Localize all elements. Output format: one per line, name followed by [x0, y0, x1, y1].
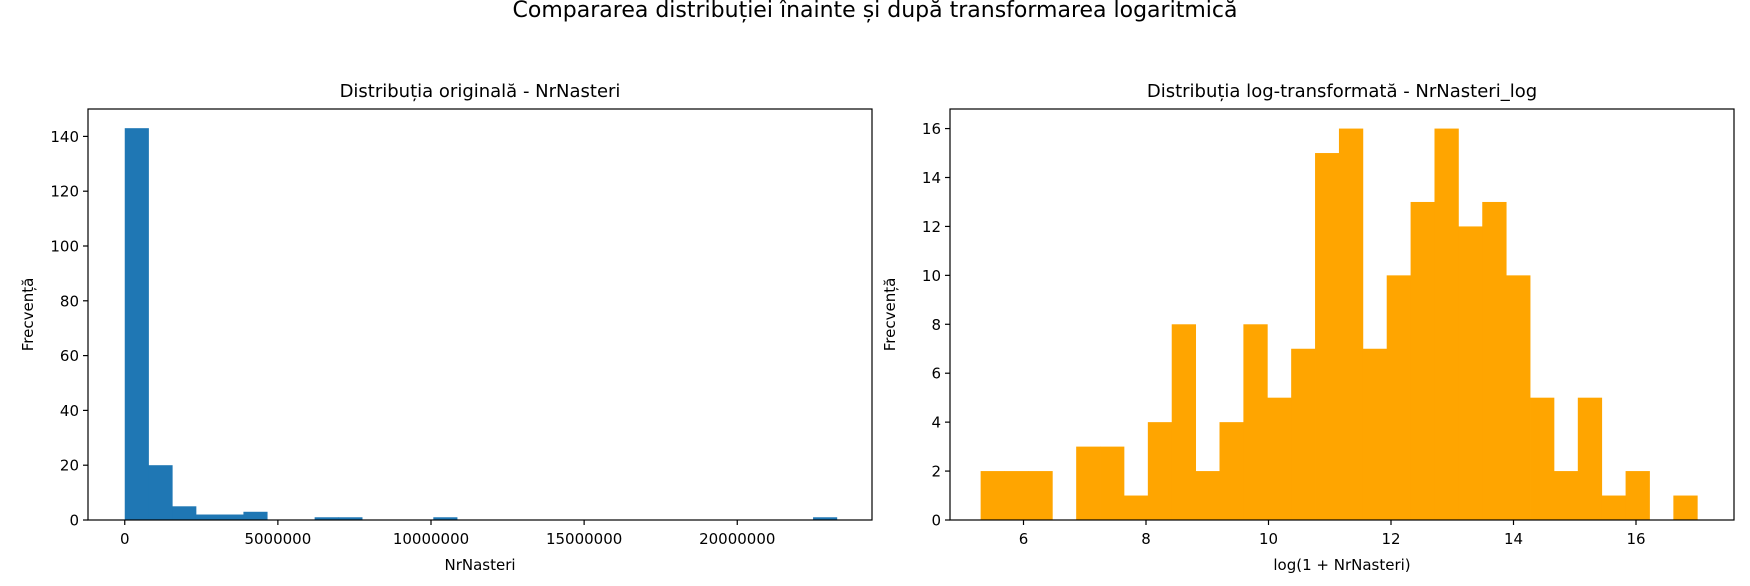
y-tick-label: 10 — [922, 267, 941, 285]
x-axis-label: log(1 + NrNasteri) — [1273, 556, 1410, 574]
x-tick-label: 6 — [1019, 530, 1029, 548]
subplot-1: 0 5000000 10000000 15000000 20000000 0 20 40 60 8… — [19, 81, 873, 574]
y-tick-label: 12 — [922, 218, 941, 236]
y-tick-label: 80 — [60, 292, 79, 310]
histogram-bar — [195, 514, 221, 520]
histogram-bar — [1171, 324, 1197, 520]
y-tick-label: 20 — [60, 457, 79, 475]
histogram-bar — [1028, 471, 1053, 520]
histogram-bar — [1625, 471, 1650, 520]
y-tick-label: 100 — [50, 238, 79, 256]
histogram-bar — [813, 517, 838, 520]
histogram-bar — [1291, 348, 1316, 520]
y-tick-label: 60 — [60, 347, 79, 365]
histogram-bar — [172, 506, 197, 520]
histogram-bar — [980, 471, 1005, 520]
y-tick-label: 120 — [50, 183, 79, 201]
histogram-bar — [1458, 226, 1483, 520]
histogram-bar — [148, 465, 173, 520]
histogram-bar — [1147, 422, 1173, 520]
histogram-bar — [1530, 397, 1555, 520]
axes-frame — [949, 108, 1735, 521]
x-tick-label: 15000000 — [546, 530, 622, 548]
y-tick-label: 0 — [931, 512, 941, 530]
x-tick-label: 10 — [1259, 530, 1278, 548]
y-axis-label: Frecvență — [881, 278, 899, 352]
histogram-bar — [1004, 471, 1029, 520]
y-tick-label: 2 — [931, 463, 941, 481]
histogram-bar — [1315, 153, 1340, 521]
histogram-bar — [1482, 201, 1507, 520]
histogram-bar — [1195, 471, 1220, 520]
y-tick-label: 4 — [931, 414, 941, 432]
histogram-bar — [338, 517, 363, 520]
histogram-bar — [1338, 128, 1364, 520]
y-tick-label: 16 — [922, 120, 941, 138]
x-tick-label: 5000000 — [244, 530, 311, 548]
histogram-bar — [1577, 397, 1603, 520]
histogram-bar — [124, 128, 149, 520]
axes-frame — [87, 108, 873, 521]
y-tick-label: 14 — [922, 169, 941, 187]
x-tick-label: 10000000 — [393, 530, 469, 548]
x-tick-label: 12 — [1381, 530, 1400, 548]
histogram-bar — [1362, 348, 1388, 520]
x-tick-label: 20000000 — [699, 530, 775, 548]
histogram-bar — [314, 517, 339, 520]
histogram-bar — [243, 511, 268, 520]
histogram-bars — [980, 128, 1698, 521]
histogram-bars — [124, 128, 838, 520]
histogram-bar — [219, 514, 244, 520]
y-tick-label: 8 — [931, 316, 941, 334]
histogram-bar — [1076, 446, 1101, 520]
subplot-title: Distribuția originală - NrNasteri — [340, 81, 621, 102]
x-tick-label: 14 — [1504, 530, 1523, 548]
histogram-bar — [1123, 495, 1149, 520]
histogram-bar — [1553, 471, 1579, 520]
histogram-bar — [1601, 495, 1626, 520]
histogram-bar — [1506, 275, 1531, 520]
y-tick-label: 40 — [60, 402, 79, 420]
x-tick-label: 16 — [1626, 530, 1645, 548]
histogram-bar — [1410, 201, 1435, 520]
x-tick-label: 8 — [1141, 530, 1151, 548]
y-tick-label: 0 — [69, 512, 79, 530]
x-axis-label: NrNasteri — [444, 556, 515, 574]
subplot-title: Distribuția log-transformată - NrNasteri… — [1147, 81, 1537, 102]
histogram-bar — [1100, 446, 1125, 520]
histogram-bar — [1386, 275, 1411, 520]
y-tick-label: 140 — [50, 128, 79, 146]
histogram-bar — [1219, 422, 1244, 520]
histogram-bar — [1243, 324, 1268, 520]
y-axis-label: Frecvență — [19, 278, 37, 352]
y-tick-label: 6 — [931, 365, 941, 383]
histogram-bar — [1434, 128, 1459, 520]
histogram-bar — [433, 517, 458, 520]
x-tick-label: 0 — [120, 530, 130, 548]
figure-suptitle: Compararea distribuției înainte și după … — [513, 0, 1238, 23]
subplot-2: 6 8 10 12 14 16 0 2 4 6 8 10 12 14 16 Distribuția log-t… — [881, 81, 1735, 574]
histogram-bar — [1267, 397, 1292, 520]
histogram-bar — [1673, 495, 1698, 520]
